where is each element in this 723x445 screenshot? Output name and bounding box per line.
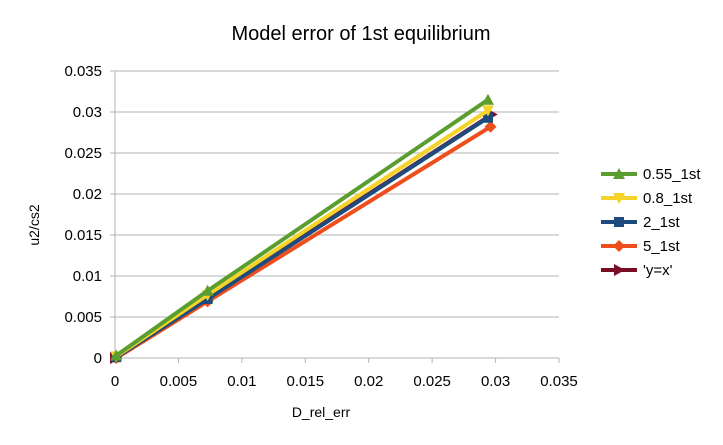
data-point (482, 112, 493, 123)
y-tick-label: 0.035 (64, 63, 102, 80)
legend-item: 0.8_1st (601, 190, 693, 207)
legend-marker (614, 264, 625, 276)
legend-label: 2_1st (643, 214, 681, 231)
legend-label: 0.8_1st (643, 190, 693, 207)
y-tick-labels: 0 0.005 0.01 0.015 0.02 0.025 0.03 0.035 (64, 63, 102, 367)
legend-label: 0.55_1st (643, 166, 701, 183)
x-tick-label: 0.015 (287, 373, 325, 390)
y-tick-label: 0.025 (64, 145, 102, 162)
y-tick-label: 0.005 (64, 309, 102, 326)
x-tick-labels: 0 0.005 0.01 0.015 0.02 0.025 0.03 0.035 (111, 373, 578, 390)
y-tick-label: 0.015 (64, 227, 102, 244)
x-axis-title: D_rel_err (292, 404, 351, 420)
y-tick-label: 0 (94, 350, 102, 367)
x-tick-label: 0.025 (413, 373, 451, 390)
legend-marker (613, 240, 625, 252)
x-tick-label: 0.01 (227, 373, 256, 390)
x-tick-label: 0.02 (354, 373, 383, 390)
x-tick-label: 0.03 (481, 373, 510, 390)
x-tick-label: 0.005 (160, 373, 198, 390)
x-tick-label: 0 (111, 373, 119, 390)
legend-marker (613, 168, 625, 179)
data-point (484, 120, 497, 133)
legend-item: 2_1st (601, 214, 681, 231)
chart-title: Model error of 1st equilibrium (232, 23, 491, 45)
legend-item: 'y=x' (601, 262, 673, 279)
legend: 0.55_1st 0.8_1st 2_1st 5_1st 'y=x' (601, 166, 701, 279)
legend-item: 0.55_1st (601, 166, 701, 183)
y-tick-label: 0.03 (73, 104, 102, 121)
data-point (481, 105, 494, 117)
legend-marker (614, 217, 624, 227)
data-point (201, 284, 214, 296)
y-axis-title: u2/cs2 (26, 204, 42, 245)
series-0 (110, 93, 494, 361)
data-point (481, 93, 494, 105)
data-point (110, 349, 123, 361)
x-tick-label: 0.035 (540, 373, 578, 390)
y-tick-label: 0.02 (73, 186, 102, 203)
legend-item: 5_1st (601, 238, 681, 255)
series-group (110, 93, 498, 364)
y-tick-label: 0.01 (73, 268, 102, 285)
legend-label: 'y=x' (643, 262, 673, 279)
legend-label: 5_1st (643, 238, 681, 255)
legend-marker (613, 193, 625, 204)
